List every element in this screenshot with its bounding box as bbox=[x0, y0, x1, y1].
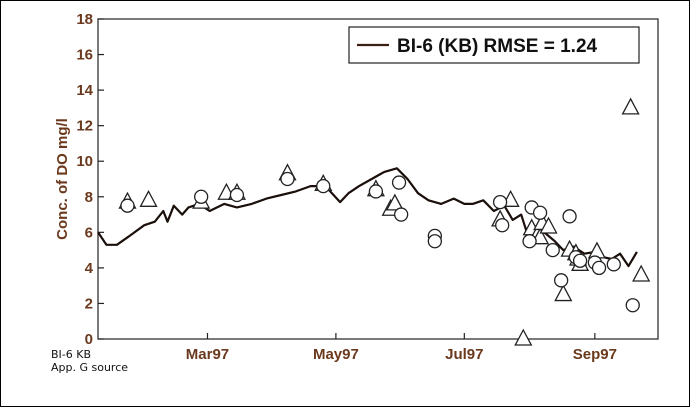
observed-circle-point bbox=[606, 257, 621, 272]
model-line bbox=[97, 167, 638, 268]
observed-circle-point bbox=[492, 194, 508, 210]
observed-triangle-point bbox=[621, 97, 640, 115]
plot-area bbox=[97, 18, 659, 340]
y-tick-label: 12 bbox=[76, 118, 93, 135]
observed-circle-point bbox=[591, 260, 607, 276]
observed-circle-point bbox=[532, 205, 548, 220]
observed-circle-point bbox=[316, 178, 331, 194]
observed-circle-point bbox=[194, 189, 209, 204]
observed-circle-point bbox=[522, 234, 537, 249]
x-tick-labels: Mar97 May97 Jul97 Sep97 bbox=[186, 346, 617, 363]
observed-triangle-point bbox=[554, 284, 573, 302]
observed-triangle-point bbox=[632, 264, 651, 282]
x-tick-label: Sep97 bbox=[573, 346, 617, 363]
observed-circle-point bbox=[280, 171, 295, 187]
observed-triangle-point bbox=[539, 216, 558, 234]
x-tick-label: Mar97 bbox=[186, 346, 229, 363]
x-tick-label: May97 bbox=[313, 346, 359, 363]
observed-circle-point bbox=[562, 209, 577, 224]
observed-circle-point bbox=[545, 242, 560, 258]
y-axis-title: Conc. of DO mg/l bbox=[54, 118, 71, 240]
observed-circle-point bbox=[572, 253, 588, 268]
observed-circle-point bbox=[554, 273, 569, 288]
y-tick-label: 18 bbox=[76, 11, 93, 28]
y-tick-label: 10 bbox=[76, 153, 93, 170]
series-layer bbox=[97, 97, 651, 346]
legend: BI-6 (KB) RMSE = 1.24 bbox=[348, 26, 640, 64]
observed-circle-point bbox=[427, 234, 442, 249]
y-tick-label: 4 bbox=[85, 260, 94, 277]
caption: BI-6 KB App. G source bbox=[51, 348, 128, 374]
y-tick-label: 8 bbox=[85, 189, 93, 206]
y-tick-label: 0 bbox=[85, 331, 93, 348]
observed-circle-point bbox=[391, 175, 407, 190]
legend-box bbox=[348, 26, 640, 64]
observed-triangle-point bbox=[139, 189, 158, 207]
observed-circle-point bbox=[120, 198, 135, 213]
y-tick-label: 16 bbox=[76, 47, 93, 64]
observed-triangle-point bbox=[514, 328, 533, 346]
observed-circle-point bbox=[394, 207, 409, 222]
y-tick-label: 14 bbox=[76, 82, 93, 99]
legend-label: BI-6 (KB) RMSE = 1.24 bbox=[397, 36, 598, 57]
observed-circle-point bbox=[495, 218, 510, 233]
y-tick-label: 2 bbox=[85, 295, 93, 312]
axis-ticks bbox=[98, 18, 596, 340]
x-tick-label: Jul97 bbox=[445, 346, 483, 363]
observed-circle-point bbox=[625, 298, 640, 313]
observed-circle-point bbox=[368, 184, 384, 199]
caption-line-1: BI-6 KB bbox=[51, 348, 92, 361]
y-tick-labels: 0 2 4 6 8 10 12 14 16 18 bbox=[76, 11, 93, 348]
observed-circle-point bbox=[229, 187, 245, 203]
observed-triangle-point bbox=[385, 193, 404, 211]
caption-line-2: App. G source bbox=[51, 361, 129, 374]
y-tick-label: 6 bbox=[85, 224, 93, 241]
